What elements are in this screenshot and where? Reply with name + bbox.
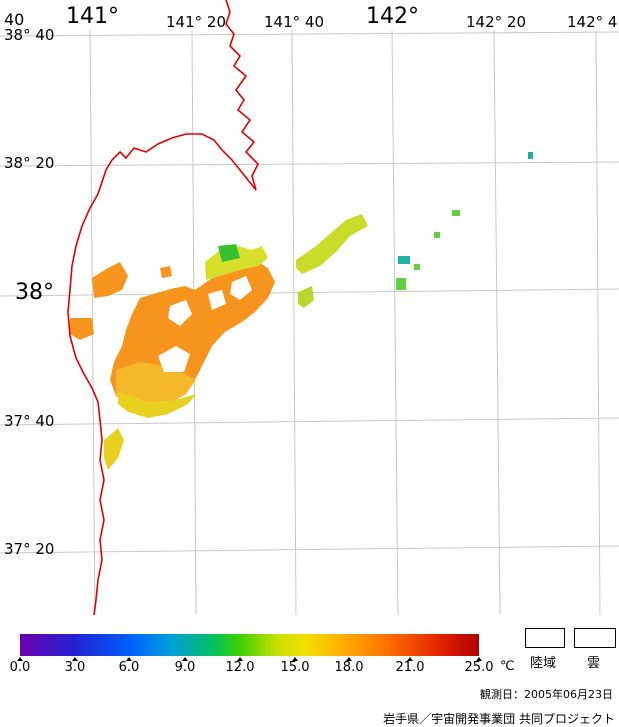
- longitude-label-141: 141°: [66, 4, 119, 29]
- colorbar-label-21: 21.0: [395, 660, 425, 675]
- colorbar-label-9: 9.0: [174, 660, 196, 675]
- legend-land-swatch: [525, 628, 565, 648]
- colorbar-label-15: 15.0: [280, 660, 310, 675]
- colorbar-tick: [407, 657, 413, 661]
- colorbar-tick: [476, 657, 482, 661]
- colorbar-tick: [182, 657, 188, 661]
- legend-cloud-label: 雲: [587, 656, 601, 671]
- temperature-patches: [70, 152, 533, 470]
- longitude-label-141-40: 141° 40: [264, 13, 324, 31]
- corner-label: 40: [4, 10, 25, 29]
- latitude-label-38-20: 38° 20: [4, 154, 55, 172]
- observation-date: 観測日：2005年06月23日: [480, 688, 613, 701]
- colorbar-label-25: 25.0: [464, 660, 494, 675]
- latitude-label-37-40: 37° 40: [4, 412, 55, 430]
- longitude-label-142: 142°: [366, 4, 419, 29]
- latitude-label-37-20: 37° 20: [4, 540, 55, 558]
- map-grid: [0, 29, 619, 615]
- colorbar-label-18: 18.0: [334, 660, 364, 675]
- sea-temperature-map: [0, 0, 619, 615]
- longitude-label-141-20: 141° 20: [166, 13, 226, 31]
- colorbar-tick: [17, 657, 23, 661]
- longitude-label-142-20: 142° 20: [466, 13, 526, 31]
- latitude-label-38: 38°: [15, 280, 54, 305]
- coastline: [67, 0, 259, 615]
- longitude-label-142-40: 142° 4: [567, 13, 618, 31]
- colorbar-tick: [126, 657, 132, 661]
- colorbar-unit: ℃: [500, 659, 515, 674]
- colorbar-tick: [237, 657, 243, 661]
- colorbar-tick: [292, 657, 298, 661]
- colorbar-label-12: 12.0: [225, 660, 255, 675]
- credit-text: 岩手県／宇宙開発事業団 共同プロジェクト: [383, 712, 615, 726]
- colorbar-tick: [72, 657, 78, 661]
- latitude-label-38-40: 38° 40: [4, 26, 55, 44]
- colorbar-label-6: 6.0: [118, 660, 140, 675]
- legend-cloud-swatch: [574, 628, 616, 648]
- legend-land-label: 陸域: [530, 656, 557, 671]
- colorbar-label-3: 3.0: [64, 660, 86, 675]
- colorbar-label-0: 0.0: [9, 660, 31, 675]
- temperature-colorbar: [20, 634, 479, 656]
- colorbar-tick: [346, 657, 352, 661]
